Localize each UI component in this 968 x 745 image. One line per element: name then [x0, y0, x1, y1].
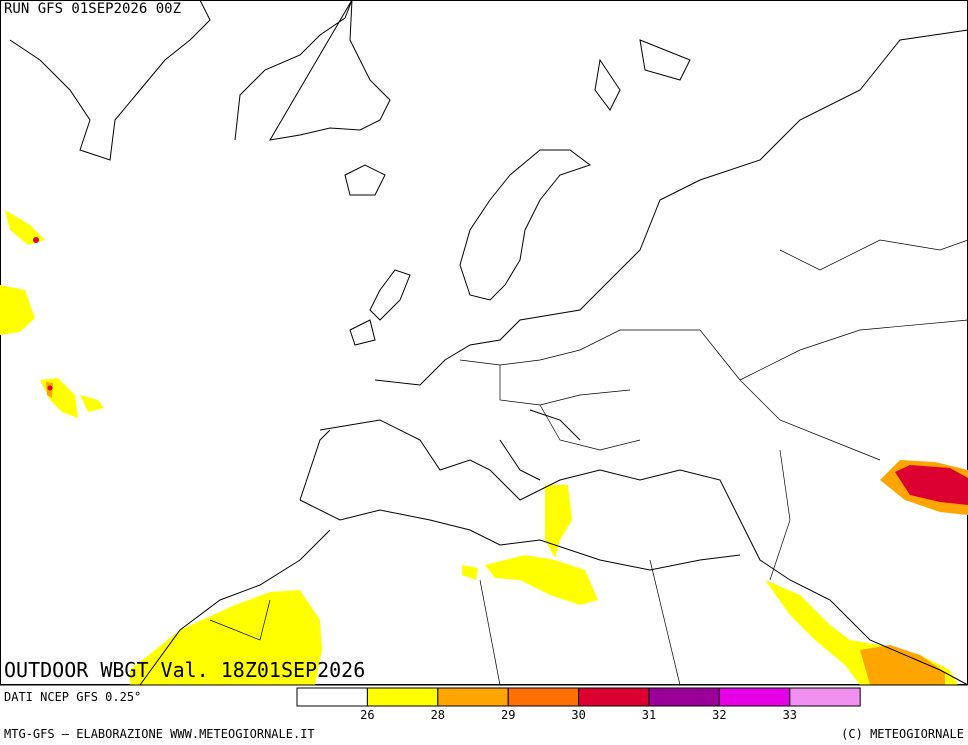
legend: 26 28 29 30 31 32 33	[296, 687, 861, 722]
footer-right: (C) METEOGIORNALE	[841, 727, 964, 741]
legend-swatch	[437, 687, 509, 707]
legend-threshold: 26	[360, 708, 374, 722]
legend-threshold: 28	[431, 708, 445, 722]
legend-threshold: 31	[642, 708, 656, 722]
legend-swatch	[507, 687, 580, 707]
coastlines	[9, 0, 968, 686]
shading	[0, 210, 968, 685]
legend-threshold: 30	[571, 708, 585, 722]
legend-swatch	[648, 687, 720, 707]
source-label: DATI NCEP GFS 0.25°	[4, 690, 141, 704]
legend-threshold: 29	[501, 708, 515, 722]
legend-swatch	[296, 687, 368, 707]
footer-left: MTG-GFS — ELABORAZIONE WWW.METEOGIORNALE…	[4, 727, 315, 741]
legend-swatch	[718, 687, 791, 707]
legend-swatch	[789, 687, 861, 707]
legend-swatch	[366, 687, 439, 707]
legend-threshold: 32	[712, 708, 726, 722]
borders	[209, 239, 968, 686]
run-label: RUN GFS 01SEP2026 00Z	[4, 1, 181, 17]
map-title: OUTDOOR WBGT Val. 18Z01SEP2026	[4, 658, 365, 682]
legend-threshold: 33	[783, 708, 797, 722]
legend-swatch	[578, 687, 650, 707]
